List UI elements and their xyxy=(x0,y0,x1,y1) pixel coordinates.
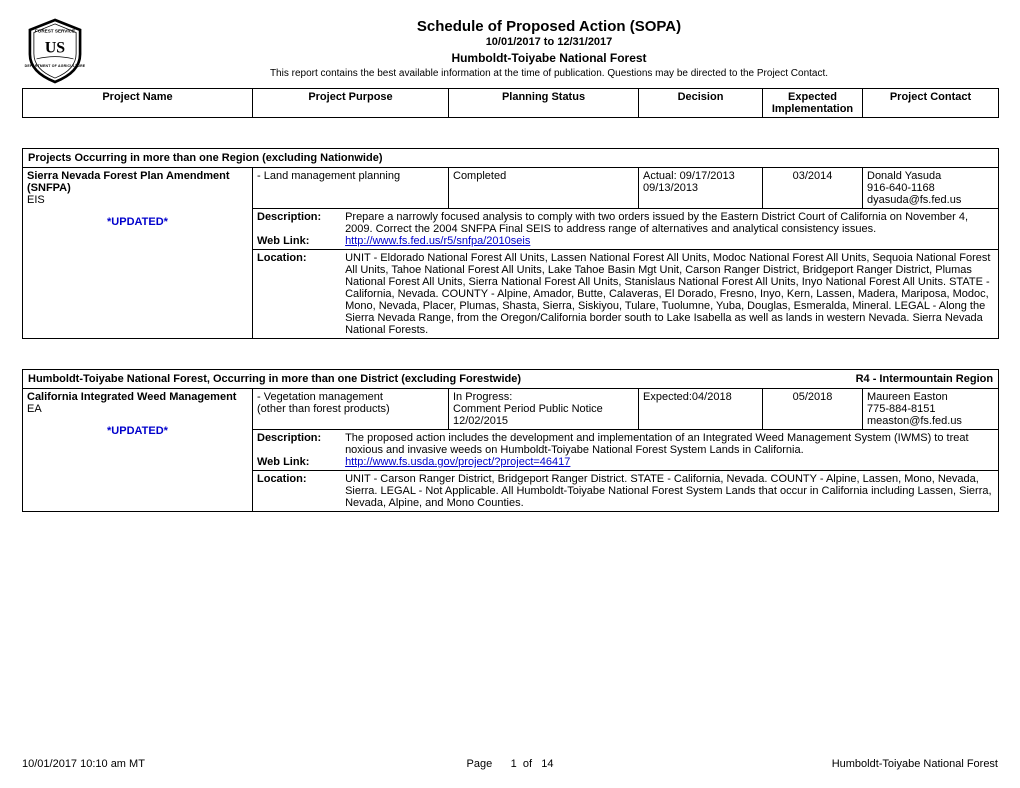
disclaimer: This report contains the best available … xyxy=(100,68,998,79)
description-label: Description: xyxy=(257,211,342,223)
project-1-location-cell: Location: UNIT - Eldorado National Fores… xyxy=(253,250,999,339)
project-1-contact: Donald Yasuda 916-640-1168 dyasuda@fs.fe… xyxy=(863,168,999,209)
project-1-name: Sierra Nevada Forest Plan Amendment (SNF… xyxy=(27,170,248,194)
report-title: Schedule of Proposed Action (SOPA) xyxy=(100,18,998,35)
footer-page: Page 1 of 14 xyxy=(467,758,554,770)
col-project-name: Project Name xyxy=(23,89,253,118)
section-2-table: Humboldt-Toiyabe National Forest, Occurr… xyxy=(22,369,999,512)
col-expected-implementation: Expected Implementation xyxy=(763,89,863,118)
project-1-updated: *UPDATED* xyxy=(27,216,248,228)
page-footer: 10/01/2017 10:10 am MT Page 1 of 14 Humb… xyxy=(22,758,998,770)
report-header: FOREST SERVICE US DEPARTMENT OF AGRICULT… xyxy=(22,18,998,84)
description-label: Description: xyxy=(257,432,342,444)
section-2-title: Humboldt-Toiyabe National Forest, Occurr… xyxy=(28,373,521,385)
svg-text:DEPARTMENT OF AGRICULTURE: DEPARTMENT OF AGRICULTURE xyxy=(25,64,86,68)
project-2-decision: Expected:04/2018 xyxy=(639,389,763,430)
project-2-description: The proposed action includes the develop… xyxy=(345,432,992,456)
forest-name: Humboldt-Toiyabe National Forest xyxy=(100,51,998,65)
col-project-contact: Project Contact xyxy=(863,89,999,118)
project-2-type: EA xyxy=(27,403,248,415)
project-1-decision: Actual: 09/17/2013 09/13/2013 xyxy=(639,168,763,209)
project-1-purpose: - Land management planning xyxy=(253,168,449,209)
weblink-label: Web Link: xyxy=(257,235,342,247)
project-1-link[interactable]: http://www.fs.fed.us/r5/snfpa/2010seis xyxy=(345,235,530,247)
project-1-implementation: 03/2014 xyxy=(763,168,863,209)
col-project-purpose: Project Purpose xyxy=(253,89,449,118)
project-2-purpose: - Vegetation management (other than fore… xyxy=(253,389,449,430)
column-header-table: Project Name Project Purpose Planning St… xyxy=(22,88,999,118)
project-2-link[interactable]: http://www.fs.usda.gov/project/?project=… xyxy=(345,456,570,468)
svg-text:FOREST SERVICE: FOREST SERVICE xyxy=(35,29,75,34)
section-1-title: Projects Occurring in more than one Regi… xyxy=(23,149,999,168)
project-2-location: UNIT - Carson Ranger District, Bridgepor… xyxy=(345,473,992,509)
footer-forest: Humboldt-Toiyabe National Forest xyxy=(832,758,998,770)
col-decision: Decision xyxy=(639,89,763,118)
svg-text:US: US xyxy=(45,39,65,56)
project-2-updated: *UPDATED* xyxy=(27,425,248,437)
report-dates: 10/01/2017 to 12/31/2017 xyxy=(100,36,998,48)
project-1-location: UNIT - Eldorado National Forest All Unit… xyxy=(345,252,992,336)
project-2-name: California Integrated Weed Management xyxy=(27,391,248,403)
location-label: Location: xyxy=(257,252,342,264)
project-2-description-cell: Description: The proposed action include… xyxy=(253,430,999,471)
project-2-location-cell: Location: UNIT - Carson Ranger District,… xyxy=(253,471,999,512)
project-2-name-cell: California Integrated Weed Management EA… xyxy=(23,389,253,512)
project-1-status: Completed xyxy=(449,168,639,209)
project-1-name-cell: Sierra Nevada Forest Plan Amendment (SNF… xyxy=(23,168,253,339)
section-1-table: Projects Occurring in more than one Regi… xyxy=(22,148,999,339)
project-1-type: EIS xyxy=(27,194,248,206)
footer-timestamp: 10/01/2017 10:10 am MT xyxy=(22,758,145,770)
project-1-description: Prepare a narrowly focused analysis to c… xyxy=(345,211,992,235)
section-2-title-cell: Humboldt-Toiyabe National Forest, Occurr… xyxy=(23,370,999,389)
location-label: Location: xyxy=(257,473,342,485)
project-2-status: In Progress: Comment Period Public Notic… xyxy=(449,389,639,430)
section-2-region: R4 - Intermountain Region xyxy=(856,373,994,385)
project-1-description-cell: Description: Prepare a narrowly focused … xyxy=(253,209,999,250)
project-2-contact: Maureen Easton 775-884-8151 measton@fs.f… xyxy=(863,389,999,430)
col-planning-status: Planning Status xyxy=(449,89,639,118)
weblink-label: Web Link: xyxy=(257,456,342,468)
project-2-implementation: 05/2018 xyxy=(763,389,863,430)
forest-service-logo: FOREST SERVICE US DEPARTMENT OF AGRICULT… xyxy=(22,18,88,84)
